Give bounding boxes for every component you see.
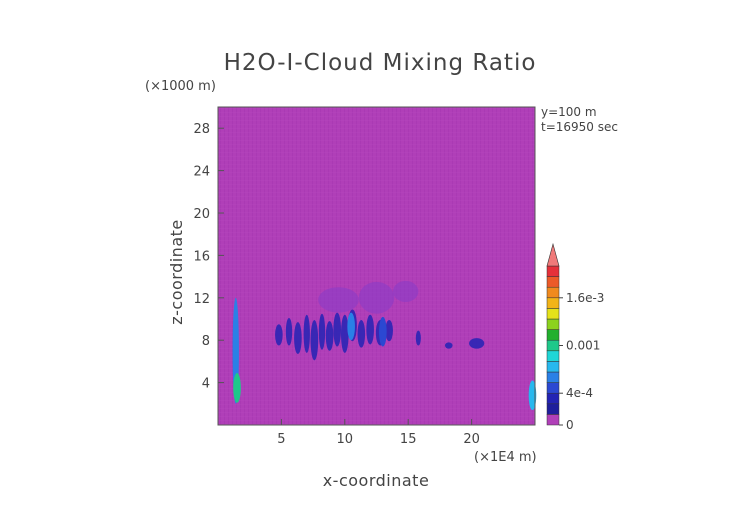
cloud-haze	[392, 280, 419, 303]
colorbar-segment	[546, 403, 560, 415]
cloud-wisp	[444, 342, 453, 349]
cloud-feature	[528, 380, 537, 411]
colorbar-tick-label: 0.001	[566, 339, 600, 353]
x-tick-label: 10	[337, 432, 354, 447]
cloud-haze	[318, 287, 359, 313]
cloud-feature	[233, 373, 241, 403]
colorbar-segment	[546, 371, 560, 383]
cloud-wisp	[310, 320, 319, 361]
cloud-wisp	[285, 317, 293, 346]
cloud-wisp	[303, 314, 310, 353]
colorbar-segment	[546, 318, 560, 330]
cloud-wisp	[357, 320, 366, 348]
chart-title: H2O-I-Cloud Mixing Ratio	[224, 50, 537, 76]
y-tick-label: 4	[202, 377, 210, 392]
cloud-feature	[379, 316, 387, 347]
colorbar-segment	[546, 265, 560, 277]
cloud-wisp	[333, 312, 341, 347]
cloud-wisp	[415, 330, 421, 346]
x-axis-label: x-coordinate	[323, 471, 430, 490]
colorbar-segment	[546, 329, 560, 341]
cloud-wisp	[366, 314, 374, 345]
plot-frame	[217, 106, 536, 426]
cloud-wisp	[275, 324, 283, 346]
cloud-wisp	[340, 314, 349, 353]
cloud-wisp	[325, 321, 334, 351]
colorbar-segment	[546, 414, 560, 426]
y-tick-label: 16	[193, 249, 210, 264]
x-ticks: 5 10 15 20	[277, 419, 480, 447]
colorbar-segment	[546, 276, 560, 288]
cloud-wisp	[385, 320, 393, 342]
colorbar-segment	[546, 350, 560, 362]
y-tick-label: 20	[193, 207, 210, 222]
cloud-wisp	[294, 322, 302, 354]
y-tick-label: 12	[193, 292, 210, 307]
cloud-feature	[347, 312, 355, 341]
colorbar-segment	[546, 382, 560, 394]
cloud-wisp	[318, 313, 326, 350]
colorbar-tick-label: 0	[566, 418, 574, 432]
colorbar-segment	[546, 286, 560, 299]
y-axis-label: z-coordinate	[167, 219, 186, 325]
cloud-wisp	[469, 338, 485, 349]
y-tick-label: 8	[202, 334, 210, 349]
y-tick-label: 24	[193, 165, 210, 180]
colorbar-segment	[546, 297, 560, 309]
colorbar-segment	[546, 361, 560, 373]
colorbar-tick-label: 4e-4	[566, 386, 593, 400]
colorbar: 0 4e-4 0.001 1.6e-3	[546, 242, 604, 432]
plot-area	[217, 106, 537, 426]
y-unit-label: (×1000 m)	[145, 79, 216, 94]
field-background	[218, 107, 535, 425]
cloud-haze	[358, 281, 395, 314]
x-tick-label: 15	[400, 432, 417, 447]
colorbar-segment	[546, 339, 560, 352]
colorbar-extend-arrow	[546, 242, 560, 267]
y-tick-label: 28	[193, 122, 210, 137]
colorbar-tick-label: 1.6e-3	[566, 291, 604, 305]
annotation-y-position: y=100 m	[541, 105, 597, 119]
x-unit-label: (×1E4 m)	[474, 450, 537, 465]
colorbar-segment	[546, 392, 560, 405]
x-tick-label: 20	[463, 432, 480, 447]
y-ticks: 4 8 12 16 20 24 28	[193, 122, 224, 392]
x-tick-label: 5	[277, 432, 285, 447]
colorbar-segment	[546, 308, 560, 320]
cloud-features	[232, 280, 537, 411]
annotation-time: t=16950 sec	[541, 120, 618, 134]
